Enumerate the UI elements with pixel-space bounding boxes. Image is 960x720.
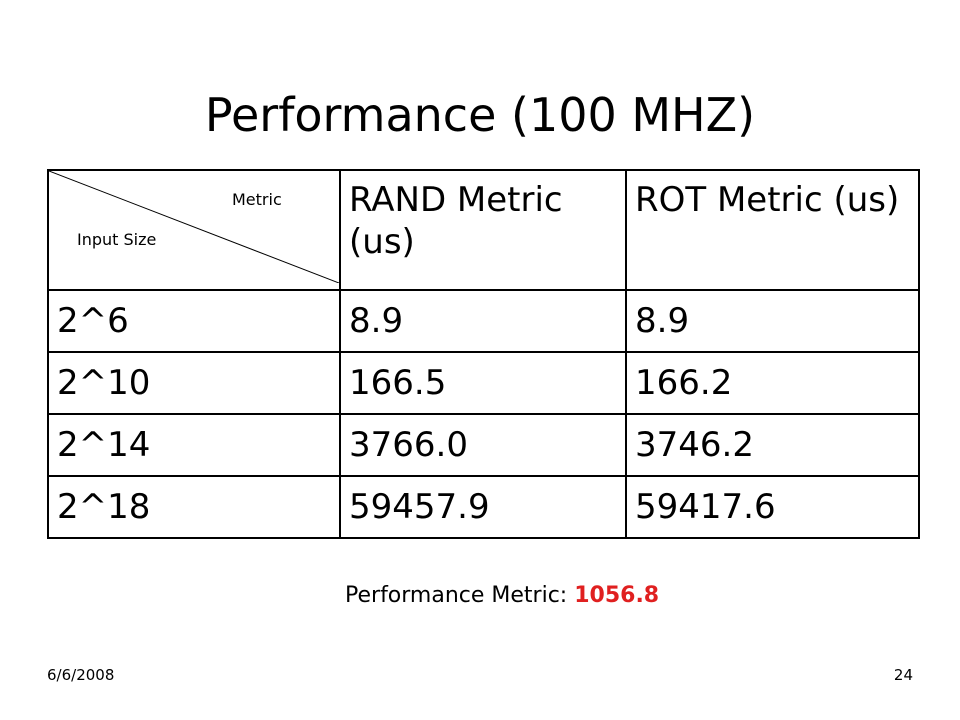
diagonal xyxy=(49,171,339,283)
table-cell: 166.2 xyxy=(625,351,920,415)
table-cell: 59417.6 xyxy=(625,475,920,539)
table-cell: 2^10 xyxy=(47,351,341,415)
table-cell: 166.5 xyxy=(339,351,627,415)
header-cell: RAND Metric (us) xyxy=(339,169,627,291)
table-cell: 8.9 xyxy=(625,289,920,353)
slide-title: Performance (100 MHZ) xyxy=(204,88,756,142)
table-row: 2^18 59457.9 59417.6 xyxy=(47,475,920,539)
summary-value: 1056.8 xyxy=(574,583,660,608)
table-cell: 2^6 xyxy=(47,289,341,353)
performance-table: Metric Input Size RAND Metric (us) ROT M… xyxy=(47,169,920,539)
table-cell: 3766.0 xyxy=(339,413,627,477)
table-row: 2^6 8.9 8.9 xyxy=(47,289,920,353)
table-cell: 8.9 xyxy=(339,289,627,353)
summary-label: Performance Metric: xyxy=(345,583,568,608)
table-row: 2^14 3766.0 3746.2 xyxy=(47,413,920,477)
table-cell: 59457.9 xyxy=(339,475,627,539)
page-number: 24 xyxy=(893,666,913,684)
footer-date: 6/6/2008 xyxy=(47,666,115,684)
summary: Performance Metric: 1056.8 xyxy=(345,583,659,608)
column-label: Metric xyxy=(232,190,282,209)
table-row: 2^10 166.5 166.2 xyxy=(47,351,920,415)
corner-cell: Metric Input Size xyxy=(47,169,341,291)
table-cell: 2^14 xyxy=(47,413,341,477)
table-cell: 3746.2 xyxy=(625,413,920,477)
table-cell: 2^18 xyxy=(47,475,341,539)
row-label: Input Size xyxy=(77,230,157,249)
header-cell: ROT Metric (us) xyxy=(625,169,920,291)
header-row: Metric Input Size RAND Metric (us) ROT M… xyxy=(47,169,920,291)
